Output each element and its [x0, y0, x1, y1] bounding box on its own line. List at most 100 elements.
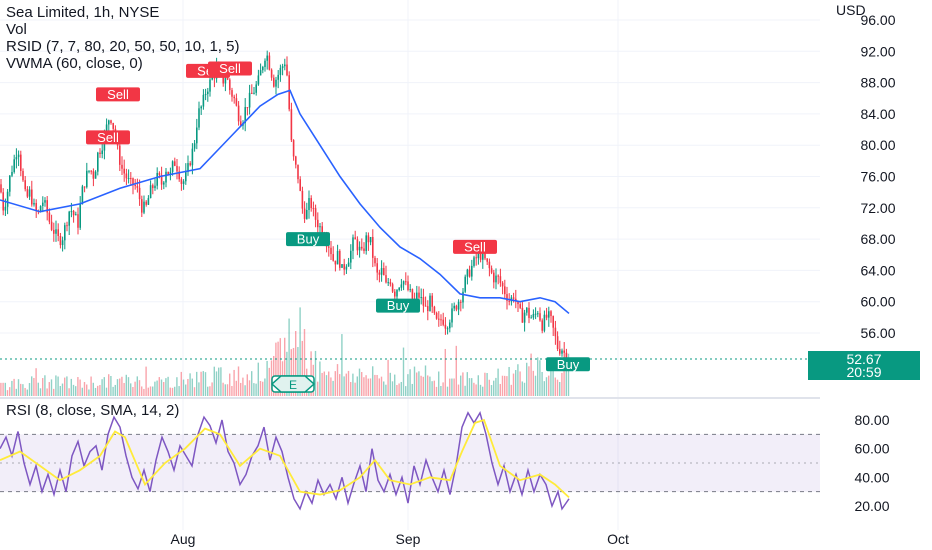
volume-bar [4, 382, 6, 396]
rsi-line [0, 410, 570, 511]
volume-bar [484, 372, 486, 396]
volume-bar [376, 374, 378, 396]
volume-bar [44, 375, 46, 396]
volume-bar [512, 373, 515, 396]
volume-bar [156, 380, 158, 396]
candle-body [26, 189, 29, 197]
volume-bar [537, 357, 539, 396]
volume-bar [174, 386, 176, 396]
volume-bar [277, 341, 279, 396]
volume-bar [46, 388, 48, 396]
candle-body [482, 250, 484, 260]
candle-body [303, 208, 306, 219]
volume-bar [127, 377, 130, 396]
volume-bar [378, 378, 380, 396]
signal-sell-3[interactable]: Sell [208, 61, 252, 76]
volume-bar [136, 376, 138, 396]
volume-bar [237, 366, 240, 396]
volume-bar [160, 379, 163, 396]
candle-body [185, 172, 187, 182]
candle-body [123, 168, 125, 174]
volume-bar [336, 364, 339, 396]
volume-bar [20, 383, 22, 396]
volume-bar [13, 378, 15, 396]
volume-bar [57, 376, 59, 396]
candle-body [119, 145, 121, 165]
candle-body [460, 301, 462, 303]
volume-bar [66, 376, 68, 396]
volume-bar [387, 359, 389, 396]
rsi-axis[interactable]: 80.00 60.00 40.00 20.00 [854, 412, 889, 514]
signal-sell-1[interactable]: Sell [86, 130, 130, 145]
volume-bar [449, 378, 451, 396]
volume-bar [191, 378, 193, 396]
signal-text: Sell [219, 61, 241, 76]
candle-body [347, 262, 350, 267]
volume-bar [526, 362, 528, 396]
candle-body [391, 284, 394, 292]
candle-body [182, 181, 185, 184]
signal-sell-6[interactable]: Sell [453, 239, 497, 254]
volume-bar [114, 384, 116, 396]
volume-bar [453, 378, 455, 396]
time-axis[interactable]: Aug Sep Oct [171, 531, 629, 547]
volume-bar [275, 342, 277, 396]
volume-bar [374, 374, 376, 396]
volume-bar [185, 384, 187, 396]
volume-bar [257, 362, 259, 396]
symbol-legend[interactable]: Sea Limited, 1h, NYSE [6, 4, 159, 21]
candle-body [268, 55, 271, 70]
volume-bar [132, 387, 134, 396]
volume-bar [303, 329, 306, 396]
volume-bar [402, 347, 405, 396]
volume-bar [567, 353, 570, 396]
signal-box [208, 61, 252, 76]
rsid-legend[interactable]: RSID (7, 7, 80, 20, 50, 50, 10, 1, 5) [6, 38, 239, 55]
candle-body [358, 246, 361, 251]
volume-bar [556, 379, 559, 396]
volume-bar [464, 385, 466, 396]
volume-bar [268, 367, 270, 396]
volume-bar [154, 381, 156, 396]
earnings-marker-label: E [289, 378, 297, 392]
volume-bar [220, 367, 222, 396]
signal-sell-0[interactable]: Sell [96, 87, 140, 102]
volume-bar [224, 384, 226, 396]
signal-buy-4[interactable]: Buy [286, 232, 330, 247]
volume-bar [495, 377, 497, 396]
price-axis[interactable]: 96.00 92.00 88.00 84.00 80.00 76.00 72.00 68.00… [860, 12, 895, 341]
volume-bar [354, 382, 356, 396]
volume-bar [317, 381, 319, 396]
volume-bar [253, 383, 255, 396]
signal-text: Buy [297, 232, 320, 247]
volume-bar [383, 381, 385, 396]
symbol-title: Sea Limited, 1h, NYSE [6, 4, 160, 21]
earnings-marker[interactable]: E [270, 375, 316, 393]
signal-buy-7[interactable]: Buy [546, 357, 590, 372]
volume-bar [418, 371, 420, 396]
volume-bar [477, 375, 479, 396]
candle-body [457, 301, 460, 310]
volume-bar [356, 376, 358, 396]
rsi-legend[interactable]: RSI (8, close, SMA, 14, 2) [6, 402, 179, 419]
candle-body [143, 201, 145, 213]
price-tick-8: 64.00 [860, 262, 895, 278]
candle-body [405, 281, 407, 283]
candle-body [350, 250, 352, 263]
volume-legend[interactable]: Vol [6, 21, 27, 38]
volume-bar [110, 375, 112, 396]
candle-body [301, 190, 304, 209]
volume-bar [222, 382, 224, 396]
signal-buy-5[interactable]: Buy [376, 298, 420, 313]
volume-bar [398, 383, 400, 396]
candle-body [453, 305, 455, 309]
vwma-legend[interactable]: VWMA (60, close, 0) [6, 55, 143, 72]
volume-bar [226, 384, 229, 396]
candle-body [330, 247, 332, 255]
volume-bar [105, 387, 108, 396]
volume-bar [235, 380, 237, 396]
volume-bar [369, 378, 372, 396]
candle-body [314, 208, 317, 220]
rsi-ma-line [0, 418, 570, 499]
